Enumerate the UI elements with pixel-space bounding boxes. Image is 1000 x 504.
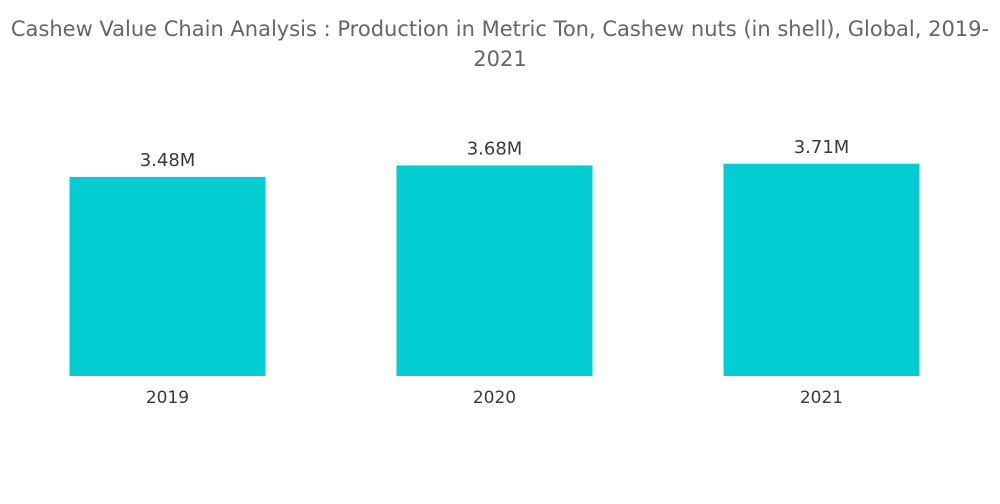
x-tick-label-2021: 2021 <box>800 388 843 408</box>
data-label-2021: 3.71M <box>794 137 850 158</box>
bar-2020 <box>396 165 593 376</box>
bar-2021 <box>723 163 920 376</box>
bar-2019 <box>69 176 266 376</box>
data-label-2020: 3.68M <box>467 138 523 159</box>
data-label-2019: 3.48M <box>140 150 196 171</box>
chart-title: Cashew Value Chain Analysis : Production… <box>10 17 990 71</box>
x-tick-label-2020: 2020 <box>473 388 516 408</box>
x-tick-label-2019: 2019 <box>146 388 189 408</box>
